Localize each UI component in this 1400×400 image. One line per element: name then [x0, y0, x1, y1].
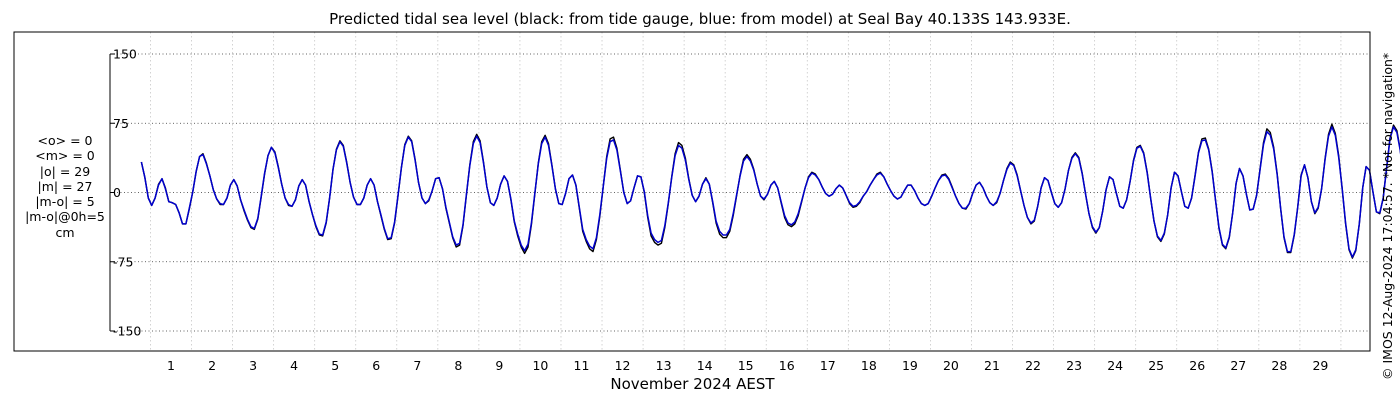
y-tick-label: -75	[113, 254, 133, 269]
x-tick-label: 20	[943, 358, 959, 373]
plot-frame	[13, 31, 1371, 352]
x-tick-label: 27	[1230, 358, 1246, 373]
x-tick-label: 5	[331, 358, 339, 373]
x-tick-label: 9	[495, 358, 503, 373]
y-tick-label: 150	[113, 47, 137, 62]
x-tick-label: 4	[290, 358, 298, 373]
x-axis-label: November 2024 AEST	[610, 375, 775, 393]
x-tick-label: 28	[1271, 358, 1287, 373]
x-tick-label: 25	[1148, 358, 1164, 373]
x-tick-label: 11	[574, 358, 590, 373]
x-tick-label: 21	[984, 358, 1000, 373]
x-tick-label: 18	[861, 358, 877, 373]
series-lines	[140, 123, 1400, 259]
x-tick-label: 6	[372, 358, 380, 373]
y-tick-label: -150	[113, 324, 141, 339]
y-axis: -150 -75 0 75 150	[109, 47, 141, 339]
x-tick-label: 15	[738, 358, 754, 373]
x-tick-label: 13	[656, 358, 672, 373]
grid-lines	[110, 32, 1370, 351]
x-tick-label: 2	[208, 358, 216, 373]
x-tick-label: 29	[1312, 358, 1328, 373]
stat-abs-difference-0h: |m-o|@0h=5	[25, 209, 105, 225]
x-tick-label: 14	[697, 358, 713, 373]
stat-abs-observed: |o| = 29	[39, 163, 91, 179]
x-tick-label: 17	[820, 358, 836, 373]
x-tick-label: 3	[249, 358, 257, 373]
x-tick-label: 1	[167, 358, 175, 373]
x-tick-label: 10	[532, 358, 548, 373]
x-tick-label: 22	[1025, 358, 1041, 373]
statistics-panel: <o> = 0 <m> = 0 |o| = 29 |m| = 27 |m-o| …	[20, 133, 110, 240]
chart-title: Predicted tidal sea level (black: from t…	[329, 10, 1071, 28]
x-tick-label: 26	[1189, 358, 1205, 373]
x-tick-label: 8	[454, 358, 462, 373]
stat-abs-model: |m| = 27	[37, 178, 93, 194]
y-tick-label: 0	[113, 185, 121, 200]
stat-unit: cm	[55, 224, 75, 240]
x-axis: 1 2 3 4 5 6 7 8 9 10 11 12 13 14 15 16 17 18 19 20 21 22 23 24 2…	[167, 358, 1328, 373]
stat-mean-model: <m> = 0	[35, 148, 95, 164]
stat-abs-difference: |m-o| = 5	[35, 194, 95, 210]
x-tick-label: 7	[413, 358, 421, 373]
x-tick-label: 16	[779, 358, 795, 373]
x-tick-label: 24	[1107, 358, 1123, 373]
x-tick-label: 19	[902, 358, 918, 373]
x-tick-label: 23	[1066, 358, 1082, 373]
y-tick-label: 75	[113, 116, 129, 131]
stat-mean-observed: <o> = 0	[37, 133, 93, 148]
x-tick-label: 12	[615, 358, 631, 373]
series-line-model	[140, 126, 1400, 258]
credit-text: © IMOS 12-Aug-2024 17:04:57. *Not for na…	[1380, 52, 1395, 380]
